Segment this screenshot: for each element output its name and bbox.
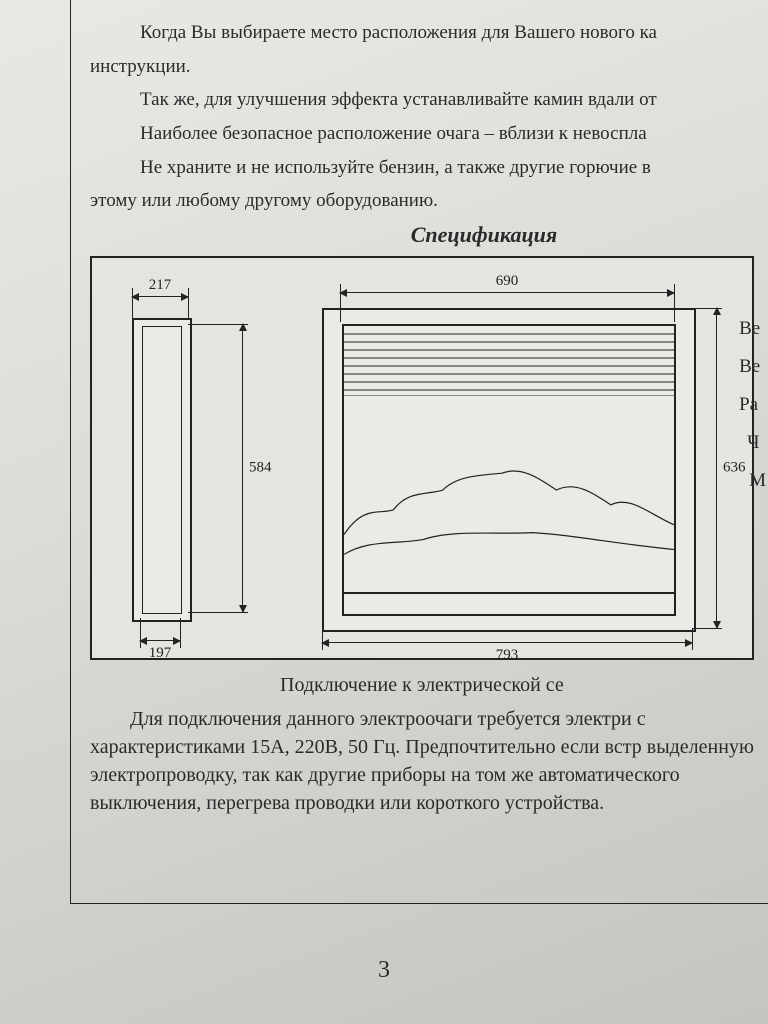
dim-793-label: 793	[496, 647, 519, 664]
dim-217-label: 217	[149, 277, 172, 294]
dim-636: 636	[716, 308, 717, 628]
paragraph-3: Наиболее безопасное расположение очага –…	[90, 121, 768, 147]
dim-197-label: 197	[149, 645, 172, 662]
dim-793: 793	[322, 642, 692, 643]
cut-l4: Ч	[747, 424, 766, 462]
cut-l5: М	[749, 462, 766, 500]
document-page: Когда Вы выбираете место расположения дл…	[0, 0, 768, 1024]
flame-outline	[344, 396, 674, 594]
grille	[344, 326, 674, 396]
dim-584: 584	[242, 324, 243, 612]
side-view	[132, 318, 192, 622]
dim-690: 690	[340, 292, 674, 293]
dim-584-label: 584	[249, 459, 272, 476]
dim-690-label: 690	[496, 273, 519, 290]
page-number: 3	[378, 957, 390, 984]
body-paragraph: Для подключения данного электроочаги тре…	[90, 705, 768, 817]
paragraph-4: Не храните и не используйте бензин, а та…	[90, 155, 768, 181]
paragraph-1: Когда Вы выбираете место расположения дл…	[90, 20, 768, 46]
paragraph-2: Так же, для улучшения эффекта устанавлив…	[90, 87, 768, 113]
dim-197: 197	[140, 640, 180, 641]
cut-l1: Ве	[739, 310, 766, 348]
cut-l2: Ве	[739, 348, 766, 386]
cut-l3: Ра	[739, 386, 766, 424]
spec-heading: Спецификация	[200, 222, 768, 248]
front-view	[322, 308, 696, 632]
paragraph-1b: инструкции.	[90, 54, 768, 80]
cutoff-text-right: Ве Ве Ра Ч М	[739, 310, 766, 500]
paragraph-4b: этому или любому другому оборудованию.	[90, 188, 768, 214]
technical-diagram: 217 197 584	[90, 256, 754, 660]
subsection-heading: Подключение к электрической се	[280, 674, 768, 697]
dim-217: 217	[132, 296, 188, 297]
